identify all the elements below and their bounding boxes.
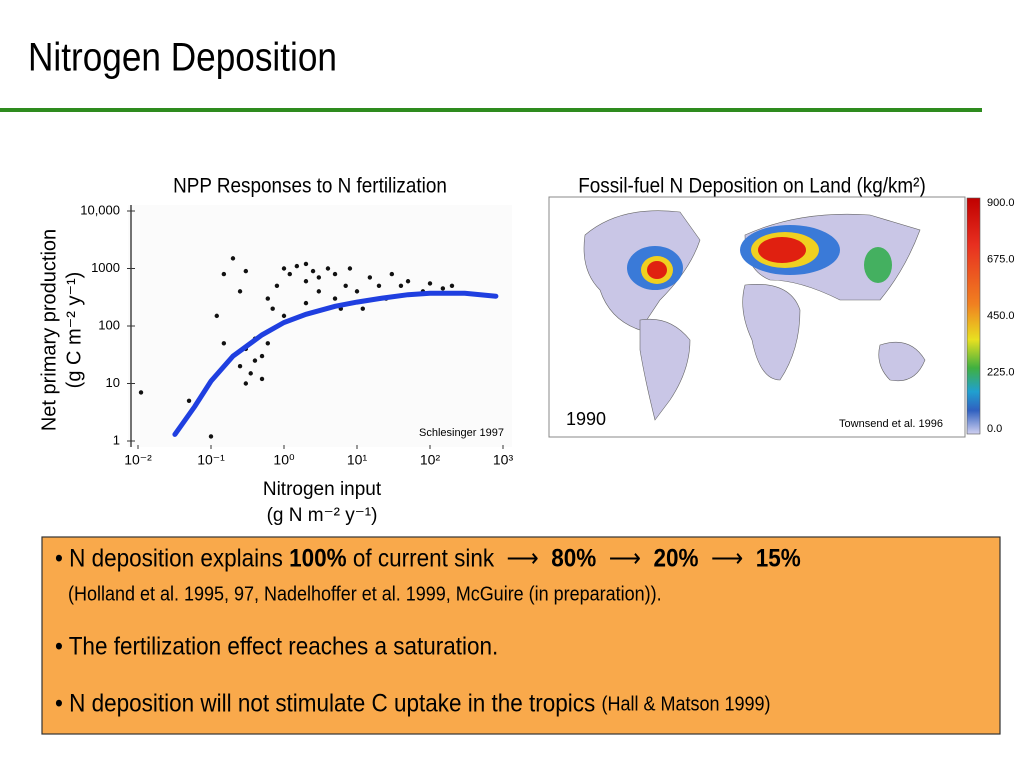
south-america <box>639 318 691 421</box>
bullet-segment: • The fertilization effect reaches a sat… <box>55 633 498 661</box>
y-axis-label: Net primary production <box>38 229 60 431</box>
x-axis-label: Nitrogen input <box>263 479 382 500</box>
data-point <box>287 271 292 277</box>
data-point <box>259 376 265 382</box>
bullet-segment: of current sink ⟶ <box>347 545 552 573</box>
colorbar-label: 900.0 <box>987 197 1015 209</box>
data-point <box>265 341 271 346</box>
australia <box>878 341 926 382</box>
data-point <box>376 283 382 289</box>
data-point <box>325 266 331 271</box>
fit-curve <box>172 290 499 437</box>
x-tick-label: 10² <box>420 452 441 468</box>
title-rule <box>0 108 982 112</box>
deposition-zone <box>758 237 806 263</box>
map <box>548 196 966 438</box>
bullet-box <box>41 536 1001 735</box>
data-point <box>449 283 455 289</box>
y-tick-label: 1 <box>113 432 120 447</box>
bullet-segment: (Hall & Matson 1999) <box>601 693 770 715</box>
y-tick-label: 100 <box>98 317 120 332</box>
data-point <box>303 300 309 306</box>
africa <box>742 284 801 381</box>
colorbar-label: 225.0 <box>987 366 1015 378</box>
data-point <box>186 398 192 404</box>
data-point <box>332 271 338 277</box>
bullet-segment: • N deposition will not stimulate C upta… <box>55 690 601 718</box>
data-point <box>221 271 227 277</box>
y-tick-label: 10 <box>106 375 120 390</box>
x-tick-label: 10⁻¹ <box>197 452 225 468</box>
data-point <box>237 289 243 294</box>
x-tick-label: 10³ <box>493 452 514 468</box>
data-point <box>281 266 287 271</box>
slide-title: Nitrogen Deposition <box>28 34 337 79</box>
colorbar-label: 450.0 <box>987 310 1015 322</box>
bullet-text: • The fertilization effect reaches a sat… <box>55 633 498 661</box>
data-point <box>310 268 316 274</box>
bullet-segment: ⟶ <box>596 545 653 573</box>
deposition-zone <box>864 247 892 283</box>
data-point <box>214 313 219 319</box>
colorbar <box>966 197 981 435</box>
bullet-segment: • N deposition explains <box>55 545 289 573</box>
data-point <box>265 296 271 301</box>
data-point <box>252 358 258 363</box>
data-point <box>354 289 360 294</box>
data-point <box>427 281 433 286</box>
data-point <box>405 279 411 284</box>
data-point <box>274 283 280 289</box>
bullet-segment: 80% <box>551 545 596 573</box>
bullet-segment: 100% <box>289 545 347 573</box>
bullet-segment: 15% <box>756 545 801 573</box>
data-point <box>332 296 338 301</box>
data-point <box>303 279 309 284</box>
chart-title: NPP Responses to N fertilization <box>173 175 447 198</box>
chart-credit: Schlesinger 1997 <box>419 427 504 439</box>
data-point <box>316 289 322 294</box>
data-point <box>343 283 348 289</box>
data-point <box>270 306 275 311</box>
data-point <box>208 434 214 439</box>
data-point <box>221 341 227 346</box>
y-tick-label: 10,000 <box>80 202 120 217</box>
bullet-text: • N deposition explains 100% of current … <box>55 545 801 573</box>
data-point <box>367 275 373 280</box>
data-point <box>230 256 236 261</box>
bullet-text: • N deposition will not stimulate C upta… <box>55 690 770 718</box>
bullet-segment: 20% <box>654 545 699 573</box>
deposition-zone <box>647 261 667 279</box>
data-point <box>138 390 144 395</box>
data-point <box>316 275 322 280</box>
map-credit: Townsend et al. 1996 <box>839 418 943 430</box>
data-point <box>303 261 309 267</box>
y-axis-label: (g C m⁻² y⁻¹) <box>63 272 85 389</box>
x-tick-label: 10⁻² <box>124 452 152 468</box>
plot-area <box>128 205 512 447</box>
data-point <box>243 381 249 386</box>
y-tick-label: 1000 <box>91 260 120 275</box>
bullet-note: (Holland et al. 1995, 97, Nadelhoffer et… <box>68 583 662 605</box>
data-point <box>248 371 253 376</box>
colorbar-label: 675.0 <box>987 253 1015 265</box>
map-year: 1990 <box>566 409 606 429</box>
data-point <box>243 268 249 274</box>
x-tick-label: 10⁰ <box>273 452 295 468</box>
data-point <box>360 306 365 311</box>
data-point <box>294 263 300 269</box>
x-axis-label: (g N m⁻² y⁻¹) <box>267 505 378 526</box>
data-point <box>440 286 446 291</box>
data-point <box>237 363 243 369</box>
bullet-segment: ⟶ <box>699 545 756 573</box>
colorbar-label: 0.0 <box>987 423 1002 435</box>
data-point <box>259 353 265 359</box>
data-point <box>398 283 404 289</box>
data-point <box>281 313 287 319</box>
x-tick-label: 10¹ <box>347 452 368 468</box>
map-title: Fossil-fuel N Deposition on Land (kg/km²… <box>578 175 926 198</box>
data-point <box>389 271 395 277</box>
data-point <box>347 266 353 271</box>
